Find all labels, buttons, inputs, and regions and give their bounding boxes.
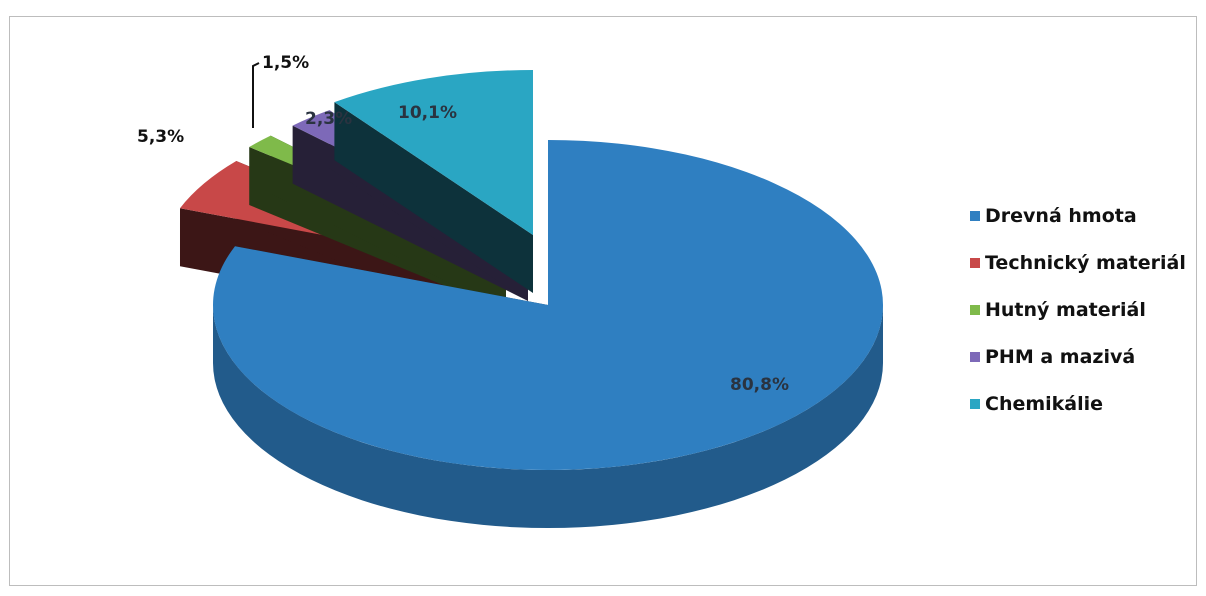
legend-label-drevna-hmota: Drevná hmota [985,205,1137,227]
legend-swatch-drevna-hmota [970,211,980,221]
pie-slice-chemikalie [334,70,533,293]
data-label-chemikalie: 10,1% [398,103,457,123]
data-labels: 80,8% 5,3% 1,5% 2,3% 10,1% [137,53,789,395]
legend-label-phm-a-maziva: PHM a mazivá [985,346,1136,368]
legend-label-technicky-material: Technický materiál [985,252,1186,274]
pie-slice-top-drevna-hmota [212,140,883,470]
legend-item-technicky-material: Technický materiál [970,247,1186,279]
legend-item-phm-a-maziva: PHM a mazivá [970,341,1186,373]
pie-slice-top-chemikalie [334,70,533,235]
pie-slice-wall-chemikalie-0 [334,102,533,293]
legend-item-hutny-material: Hutný materiál [970,294,1186,326]
legend: Drevná hmota Technický materiál Hutný ma… [970,200,1186,435]
data-label-drevna-hmota: 80,8% [730,375,789,395]
data-label-phm-a-maziva: 2,3% [305,109,352,129]
data-label-technicky-material: 5,3% [137,127,184,147]
legend-label-chemikalie: Chemikálie [985,393,1104,415]
legend-swatch-phm-a-maziva [970,352,980,362]
legend-swatch-technicky-material [970,258,980,268]
pie-slices [179,70,883,528]
pie-slice-drevna-hmota [212,140,883,528]
legend-swatch-chemikalie [970,399,980,409]
legend-item-drevna-hmota: Drevná hmota [970,200,1186,232]
data-label-hutny-material: 1,5% [262,53,309,73]
legend-swatch-hutny-material [970,305,980,315]
leader-line-hutny-material [252,62,260,128]
legend-item-chemikalie: Chemikálie [970,388,1186,420]
pie-slice-side-drevna-hmota [213,305,883,528]
legend-label-hutny-material: Hutný materiál [985,299,1146,321]
